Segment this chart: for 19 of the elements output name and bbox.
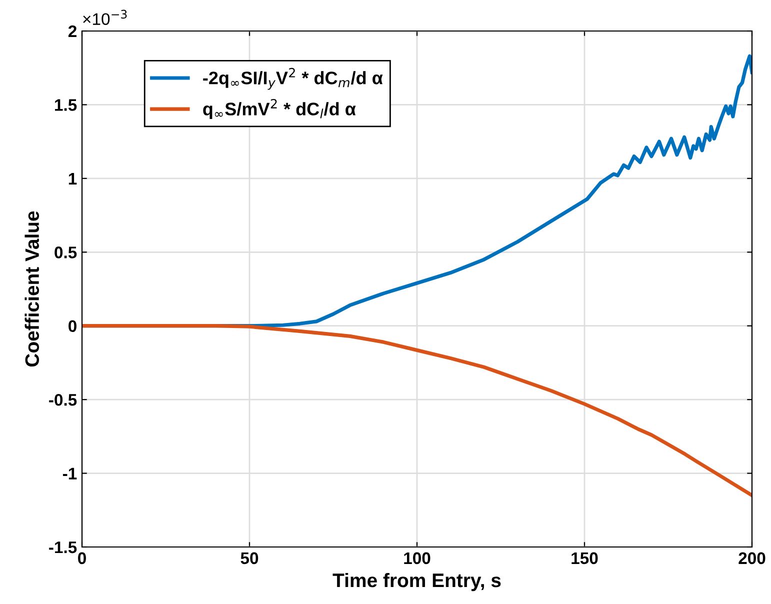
legend-label: q$_{∞}$S/mV$^{2}$ * dC$_{l}$/d α [203,98,356,119]
x-tick-label: 200 [738,552,766,564]
y-tick-label: 1.5 [55,99,77,111]
x-tick-label: 50 [240,552,258,564]
y-axis-title: Coefficient Value [24,211,40,367]
x-tick-label: 100 [404,552,430,564]
x-axis-title: Time from Entry, s [332,572,501,592]
y-tick-label: 0.5 [54,246,77,258]
y-tick-label: 0 [68,320,76,332]
text: ×10$^{−3}$ [83,10,127,25]
y-tick-label: 2 [68,25,76,38]
text: -2q$_{∞}$SI/I$_{y}$V$^{2}$ * dC$_{m}$/d α [203,68,383,90]
y-tick-label: 1 [68,173,77,184]
y-tick-label: -1.5 [49,542,77,554]
x-tick-label: 0 [78,552,86,564]
y-tick-label: -0.5 [49,394,77,406]
line-series [82,324,752,498]
x-tick-label: 150 [572,552,598,564]
y-tick-label: -1 [62,468,77,480]
